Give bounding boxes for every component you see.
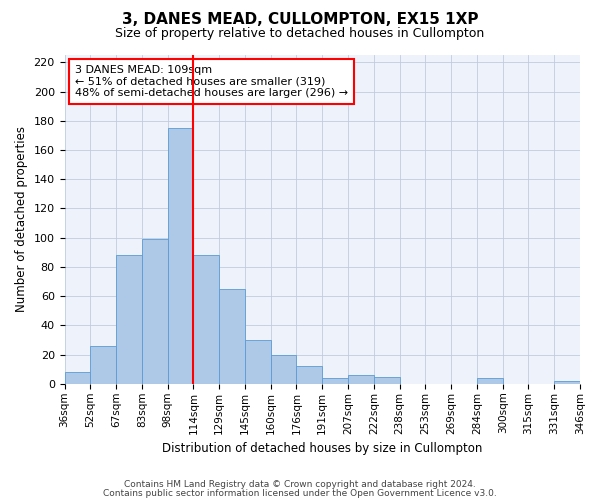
- Text: 3 DANES MEAD: 109sqm
← 51% of detached houses are smaller (319)
48% of semi-deta: 3 DANES MEAD: 109sqm ← 51% of detached h…: [75, 65, 348, 98]
- Bar: [193, 256, 219, 384]
- Text: Size of property relative to detached houses in Cullompton: Size of property relative to detached ho…: [115, 28, 485, 40]
- Y-axis label: Number of detached properties: Number of detached properties: [15, 126, 28, 312]
- Bar: [116, 256, 142, 384]
- Bar: [477, 378, 503, 384]
- Bar: [296, 366, 322, 384]
- Text: 3, DANES MEAD, CULLOMPTON, EX15 1XP: 3, DANES MEAD, CULLOMPTON, EX15 1XP: [122, 12, 478, 28]
- Bar: [167, 128, 193, 384]
- Bar: [245, 340, 271, 384]
- Bar: [554, 381, 580, 384]
- Bar: [322, 378, 348, 384]
- Bar: [271, 354, 296, 384]
- Bar: [374, 376, 400, 384]
- Text: Contains HM Land Registry data © Crown copyright and database right 2024.: Contains HM Land Registry data © Crown c…: [124, 480, 476, 489]
- Bar: [142, 239, 167, 384]
- Bar: [91, 346, 116, 384]
- Bar: [219, 289, 245, 384]
- X-axis label: Distribution of detached houses by size in Cullompton: Distribution of detached houses by size …: [162, 442, 482, 455]
- Bar: [65, 372, 91, 384]
- Text: Contains public sector information licensed under the Open Government Licence v3: Contains public sector information licen…: [103, 488, 497, 498]
- Bar: [348, 375, 374, 384]
